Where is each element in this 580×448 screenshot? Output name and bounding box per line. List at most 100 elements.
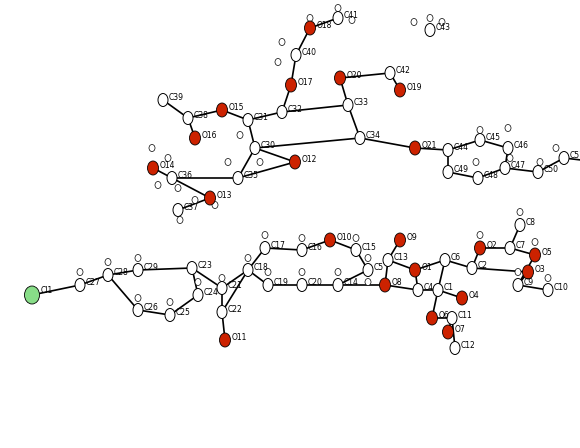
Ellipse shape — [530, 248, 541, 262]
Text: C40: C40 — [302, 48, 317, 57]
Text: C32: C32 — [288, 105, 302, 114]
Ellipse shape — [335, 4, 341, 12]
Text: O4: O4 — [469, 291, 479, 300]
Text: C38: C38 — [194, 111, 208, 120]
Ellipse shape — [447, 311, 457, 324]
Ellipse shape — [503, 142, 513, 155]
Ellipse shape — [413, 284, 423, 297]
Ellipse shape — [559, 151, 569, 164]
Text: O14: O14 — [160, 161, 175, 170]
Text: C31: C31 — [253, 113, 269, 122]
Ellipse shape — [279, 39, 285, 46]
Ellipse shape — [475, 134, 485, 146]
Ellipse shape — [233, 172, 243, 185]
Ellipse shape — [167, 172, 177, 185]
Text: O6: O6 — [438, 311, 450, 320]
Ellipse shape — [365, 279, 371, 285]
Ellipse shape — [543, 284, 553, 297]
Text: C19: C19 — [274, 278, 288, 287]
Text: C9: C9 — [524, 278, 534, 287]
Text: C24: C24 — [204, 288, 219, 297]
Ellipse shape — [183, 112, 193, 125]
Ellipse shape — [245, 254, 251, 262]
Ellipse shape — [217, 281, 227, 294]
Ellipse shape — [351, 244, 361, 257]
Ellipse shape — [473, 172, 483, 185]
Text: C15: C15 — [361, 243, 376, 252]
Text: O5: O5 — [542, 248, 552, 257]
Text: O16: O16 — [202, 131, 217, 140]
Ellipse shape — [147, 161, 158, 175]
Text: C14: C14 — [343, 278, 358, 287]
Text: O3: O3 — [535, 265, 545, 274]
Text: C17: C17 — [270, 241, 285, 250]
Ellipse shape — [324, 233, 335, 247]
Ellipse shape — [505, 241, 515, 254]
Ellipse shape — [474, 241, 485, 255]
Text: C4: C4 — [423, 283, 434, 292]
Ellipse shape — [291, 48, 301, 61]
Text: C26: C26 — [143, 303, 158, 312]
Text: C42: C42 — [396, 66, 411, 75]
Ellipse shape — [394, 233, 405, 247]
Ellipse shape — [173, 203, 183, 216]
Ellipse shape — [553, 145, 559, 151]
Text: C35: C35 — [244, 171, 259, 180]
Text: C49: C49 — [454, 165, 469, 174]
Ellipse shape — [365, 254, 371, 262]
Ellipse shape — [285, 78, 296, 92]
Text: O1: O1 — [422, 263, 432, 272]
Ellipse shape — [363, 263, 373, 276]
Ellipse shape — [385, 66, 395, 79]
Ellipse shape — [77, 268, 83, 276]
Ellipse shape — [379, 278, 390, 292]
Ellipse shape — [307, 14, 313, 22]
Text: C2: C2 — [477, 261, 488, 270]
Ellipse shape — [456, 291, 467, 305]
Ellipse shape — [440, 254, 450, 267]
Text: C16: C16 — [307, 243, 322, 252]
Ellipse shape — [297, 244, 307, 257]
Ellipse shape — [167, 298, 173, 306]
Ellipse shape — [219, 275, 225, 281]
Ellipse shape — [443, 325, 454, 339]
Text: O15: O15 — [229, 103, 244, 112]
Ellipse shape — [467, 262, 477, 275]
Text: O11: O11 — [231, 333, 247, 342]
Ellipse shape — [193, 289, 203, 302]
Ellipse shape — [349, 17, 355, 23]
Ellipse shape — [500, 161, 510, 175]
Ellipse shape — [473, 159, 479, 165]
Text: O19: O19 — [407, 83, 422, 92]
Ellipse shape — [205, 191, 216, 205]
Text: O8: O8 — [392, 278, 402, 287]
Ellipse shape — [443, 165, 453, 178]
Ellipse shape — [133, 303, 143, 316]
Ellipse shape — [190, 131, 201, 145]
Ellipse shape — [263, 279, 273, 292]
Ellipse shape — [409, 141, 420, 155]
Text: C44: C44 — [454, 143, 469, 152]
Ellipse shape — [155, 181, 161, 189]
Text: O21: O21 — [422, 141, 437, 150]
Ellipse shape — [333, 279, 343, 292]
Text: O13: O13 — [216, 191, 232, 200]
Ellipse shape — [212, 202, 218, 208]
Text: O20: O20 — [347, 71, 362, 80]
Ellipse shape — [175, 185, 181, 191]
Ellipse shape — [477, 126, 483, 134]
Ellipse shape — [133, 263, 143, 276]
Text: C13: C13 — [393, 253, 408, 262]
Ellipse shape — [515, 219, 525, 232]
Text: C48: C48 — [484, 171, 498, 180]
Text: O12: O12 — [302, 155, 317, 164]
Ellipse shape — [411, 18, 417, 26]
Ellipse shape — [158, 94, 168, 107]
Ellipse shape — [537, 159, 543, 165]
Ellipse shape — [265, 268, 271, 276]
Text: C5: C5 — [374, 263, 383, 272]
Ellipse shape — [343, 99, 353, 112]
Ellipse shape — [532, 238, 538, 246]
Ellipse shape — [299, 234, 305, 241]
Ellipse shape — [277, 105, 287, 119]
